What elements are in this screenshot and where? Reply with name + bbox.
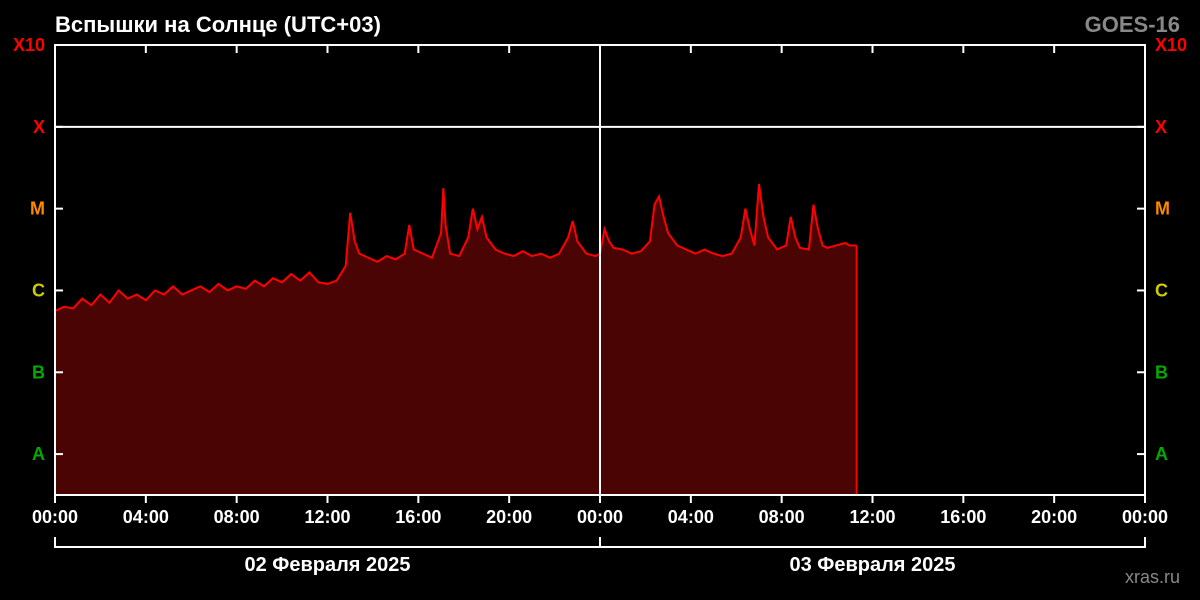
svg-text:M: M [30,199,45,219]
svg-text:02 Февраля 2025: 02 Февраля 2025 [244,554,410,576]
svg-text:08:00: 08:00 [759,507,805,527]
svg-text:A: A [32,444,45,464]
svg-text:12:00: 12:00 [304,507,350,527]
chart-title: Вспышки на Солнце (UTC+03) [55,12,381,38]
svg-text:A: A [1155,444,1168,464]
svg-text:B: B [32,362,45,382]
svg-text:00:00: 00:00 [32,507,78,527]
svg-text:X10: X10 [1155,35,1187,55]
svg-text:X10: X10 [13,35,45,55]
svg-text:C: C [32,280,45,300]
source-label: GOES-16 [1085,12,1180,38]
svg-text:04:00: 04:00 [123,507,169,527]
svg-text:B: B [1155,362,1168,382]
svg-text:16:00: 16:00 [395,507,441,527]
svg-text:16:00: 16:00 [940,507,986,527]
svg-text:C: C [1155,280,1168,300]
svg-text:03 Февраля 2025: 03 Февраля 2025 [789,554,955,576]
svg-text:20:00: 20:00 [1031,507,1077,527]
svg-text:12:00: 12:00 [849,507,895,527]
credit-label: xras.ru [1125,567,1180,588]
svg-text:04:00: 04:00 [668,507,714,527]
svg-text:X: X [33,117,45,137]
svg-text:08:00: 08:00 [214,507,260,527]
svg-text:20:00: 20:00 [486,507,532,527]
svg-text:M: M [1155,199,1170,219]
chart-container: Вспышки на Солнце (UTC+03) GOES-16 xras.… [0,0,1200,600]
chart-plot: 00:00 04:00 08:00 12:00 16:00 20:00 00:00 04:00… [0,0,1200,600]
svg-text:00:00: 00:00 [1122,507,1168,527]
svg-text:00:00: 00:00 [577,507,623,527]
svg-text:X: X [1155,117,1167,137]
